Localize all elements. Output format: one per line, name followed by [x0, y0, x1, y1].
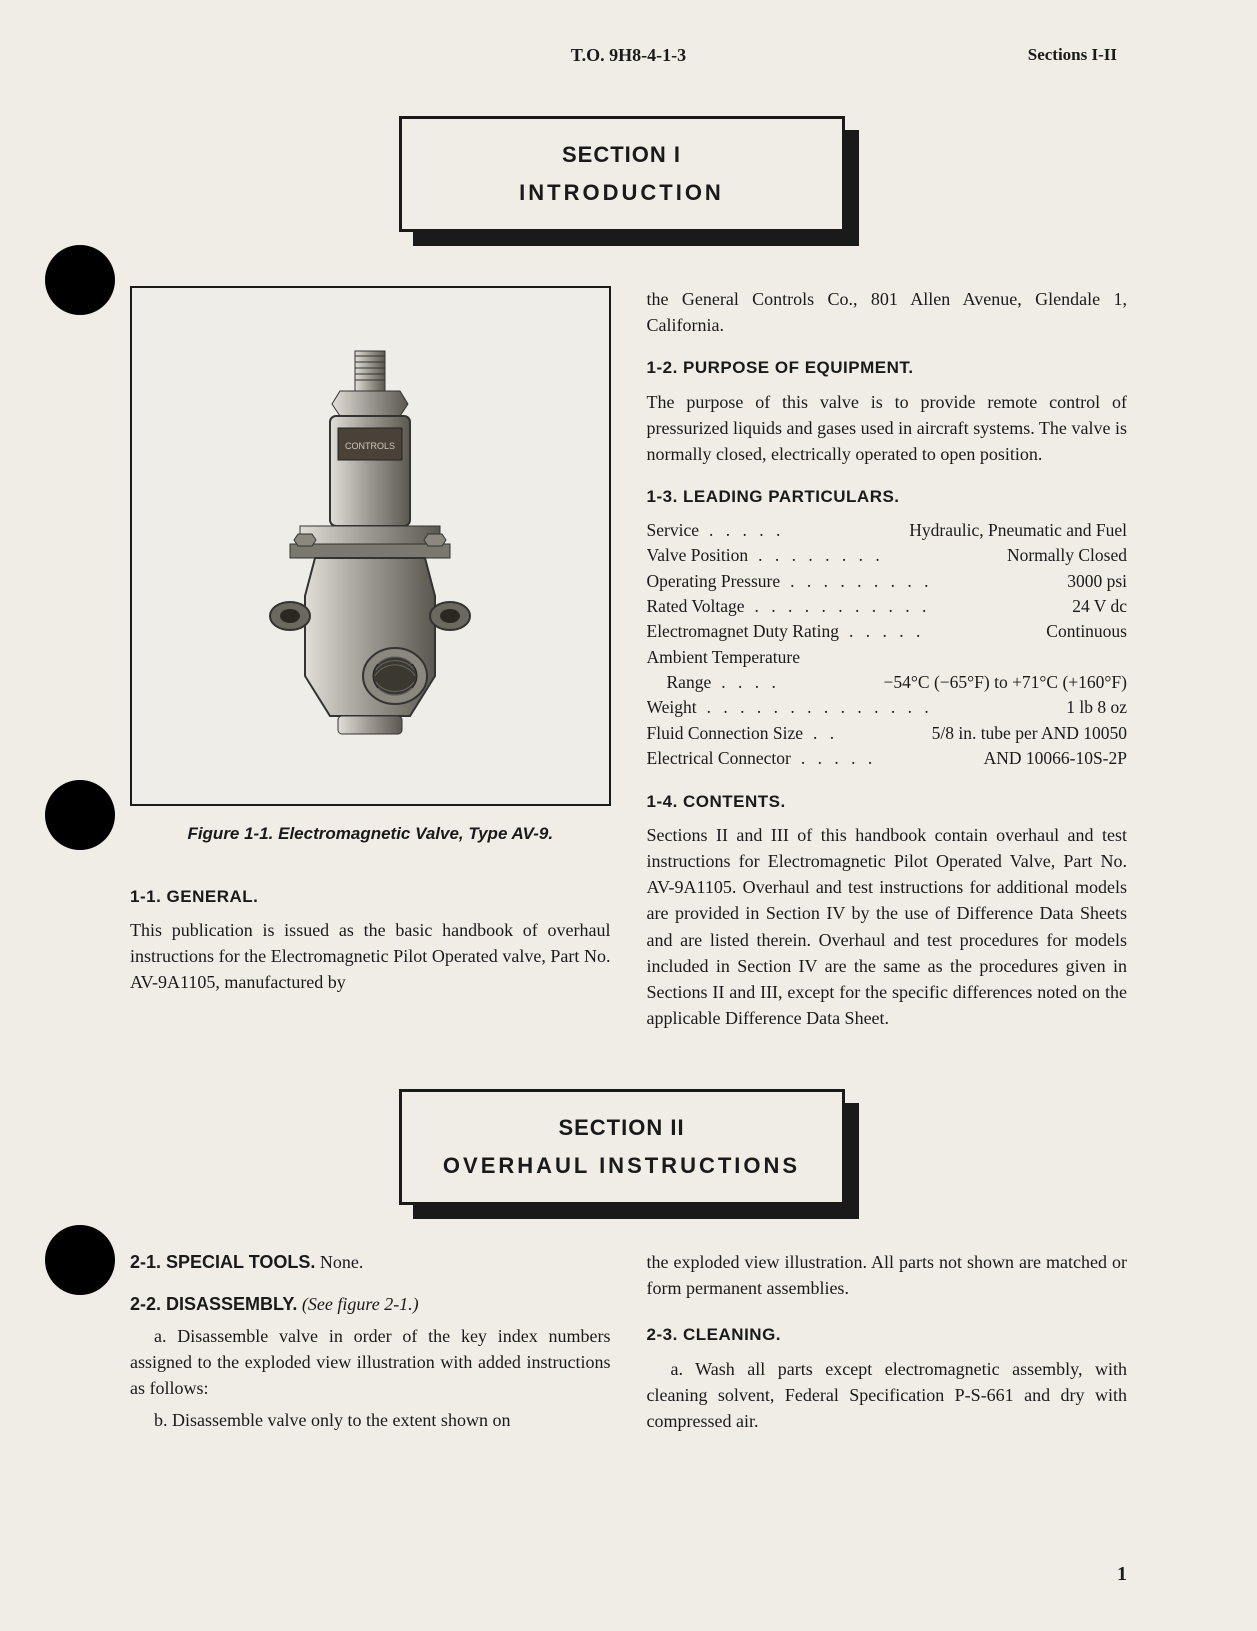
header-to-number: T.O. 9H8-4-1-3	[290, 45, 967, 66]
right-column: the General Controls Co., 801 Allen Aven…	[647, 286, 1128, 1039]
para-1-1: This publication is issued as the basic …	[130, 917, 611, 995]
spec-row: Weight. . . . . . . . . . . . . .1 lb 8 …	[647, 695, 1128, 720]
para-2-2-cont: the exploded view illustration. All part…	[647, 1249, 1128, 1301]
spec-row: Electrical Connector. . . . .AND 10066-1…	[647, 746, 1128, 771]
section-1-subtitle: INTRODUCTION	[519, 180, 724, 206]
section-1-columns: CONTROLS	[130, 286, 1127, 1039]
para-2-3-a: a. Wash all parts except electromagnetic…	[647, 1356, 1128, 1434]
para-2-1: 2-1. SPECIAL TOOLS. None.	[130, 1249, 611, 1275]
spec-row: Fluid Connection Size. .5/8 in. tube per…	[647, 721, 1128, 746]
valve-illustration: CONTROLS	[220, 336, 520, 756]
section-2-title: SECTION II	[558, 1115, 684, 1141]
heading-2-3: 2-3. CLEANING.	[647, 1323, 1128, 1348]
page-header: T.O. 9H8-4-1-3 Sections I-II	[130, 45, 1127, 66]
para-2-2-b: b. Disassemble valve only to the extent …	[130, 1407, 611, 1433]
left-column: CONTROLS	[130, 286, 611, 1039]
page: T.O. 9H8-4-1-3 Sections I-II SECTION I I…	[0, 0, 1257, 1631]
heading-1-4: 1-4. CONTENTS.	[647, 790, 1128, 815]
spec-row: Operating Pressure. . . . . . . . .3000 …	[647, 569, 1128, 594]
heading-1-3: 1-3. LEADING PARTICULARS.	[647, 485, 1128, 510]
punch-hole	[45, 245, 115, 315]
spec-row: Valve Position. . . . . . . .Normally Cl…	[647, 543, 1128, 568]
punch-hole	[45, 780, 115, 850]
section-1-title: SECTION I	[562, 142, 681, 168]
section-2-subtitle: OVERHAUL INSTRUCTIONS	[443, 1153, 800, 1179]
para-2-2-a: a. Disassemble valve in order of the key…	[130, 1323, 611, 1401]
heading-1-1: 1-1. GENERAL.	[130, 885, 611, 910]
spec-row: Rated Voltage. . . . . . . . . . .24 V d…	[647, 594, 1128, 619]
heading-1-2: 1-2. PURPOSE OF EQUIPMENT.	[647, 356, 1128, 381]
section-2-banner: SECTION II OVERHAUL INSTRUCTIONS	[399, 1089, 859, 1219]
spec-row: Electromagnet Duty Rating. . . . .Contin…	[647, 619, 1128, 644]
svg-text:CONTROLS: CONTROLS	[345, 441, 395, 451]
section-2-columns: 2-1. SPECIAL TOOLS. None. 2-2. DISASSEMB…	[130, 1249, 1127, 1440]
para-2-2-head: 2-2. DISASSEMBLY. (See figure 2-1.)	[130, 1291, 611, 1317]
para-1-2: The purpose of this valve is to provide …	[647, 389, 1128, 467]
spec-row: Range. . . .−54°C (−65°F) to +71°C (+160…	[647, 670, 1128, 695]
para-1-1-cont: the General Controls Co., 801 Allen Aven…	[647, 286, 1128, 338]
spec-ambient-label: Ambient Temperature	[647, 645, 1128, 670]
header-sections: Sections I-II	[967, 45, 1117, 66]
section-1-banner: SECTION I INTRODUCTION	[399, 116, 859, 246]
para-1-4: Sections II and III of this handbook con…	[647, 822, 1128, 1031]
page-number: 1	[1117, 1563, 1127, 1586]
left-column-2: 2-1. SPECIAL TOOLS. None. 2-2. DISASSEMB…	[130, 1249, 611, 1440]
punch-hole	[45, 1225, 115, 1295]
right-column-2: the exploded view illustration. All part…	[647, 1249, 1128, 1440]
figure-1-1-box: CONTROLS	[130, 286, 611, 806]
spec-row: Service. . . . .Hydraulic, Pneumatic and…	[647, 518, 1128, 543]
figure-caption: Figure 1-1. Electromagnetic Valve, Type …	[130, 822, 611, 847]
specs-block: Service. . . . .Hydraulic, Pneumatic and…	[647, 518, 1128, 772]
